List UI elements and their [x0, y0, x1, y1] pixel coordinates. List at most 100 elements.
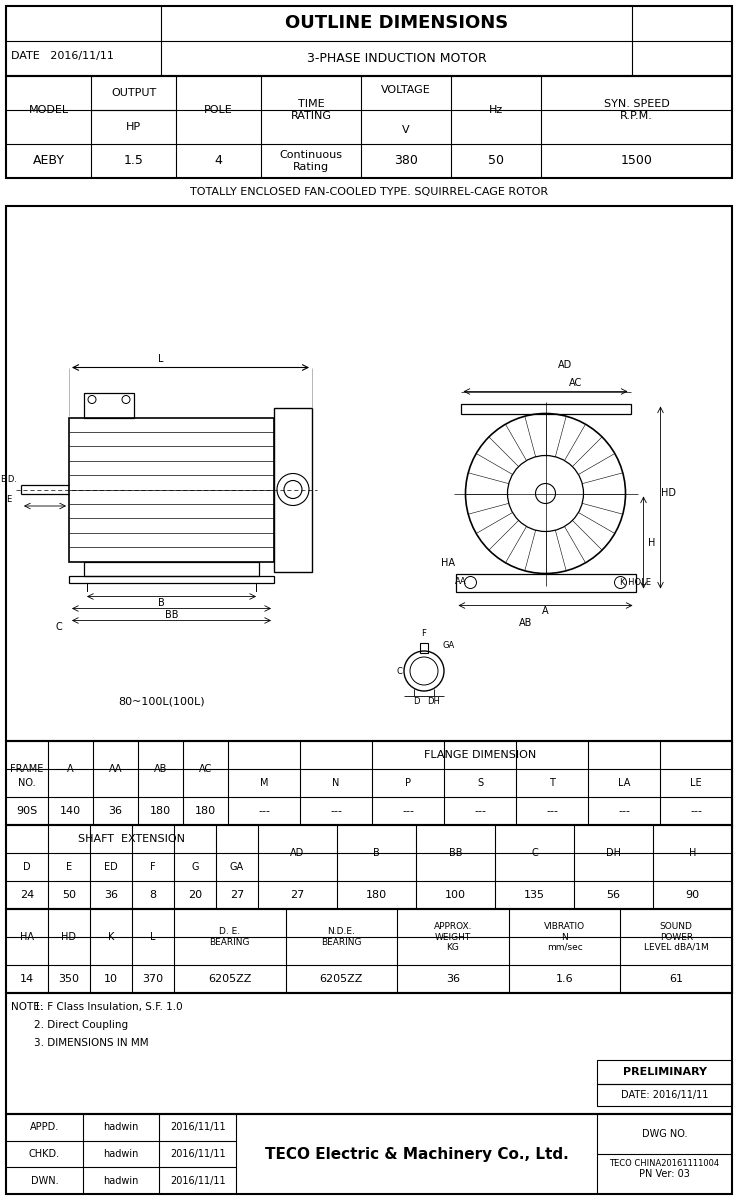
Text: 14: 14	[20, 974, 34, 984]
Text: 380: 380	[394, 155, 418, 168]
Text: Hz: Hz	[489, 104, 503, 115]
Text: TOTALLY ENCLOSED FAN-COOLED TYPE. SQUIRREL-CAGE ROTOR: TOTALLY ENCLOSED FAN-COOLED TYPE. SQUIRR…	[190, 187, 548, 197]
Text: 27: 27	[290, 890, 305, 900]
Text: B: B	[373, 848, 380, 858]
Text: hadwin: hadwin	[103, 1122, 139, 1133]
Bar	[597, 1060, 732, 1084]
Text: 20: 20	[188, 890, 202, 900]
Text: SHAFT  EXTENSION: SHAFT EXTENSION	[78, 834, 185, 844]
Text: 350: 350	[58, 974, 80, 984]
Text: 135: 135	[524, 890, 545, 900]
Text: K HOLE: K HOLE	[620, 578, 651, 587]
Text: A: A	[67, 764, 74, 774]
Text: Continuous
Rating: Continuous Rating	[280, 150, 342, 172]
Text: APPD.: APPD.	[30, 1122, 59, 1133]
Text: M: M	[260, 778, 268, 788]
Text: APPROX.
WEIGHT
KG: APPROX. WEIGHT KG	[434, 922, 472, 952]
Text: S: S	[477, 778, 483, 788]
Text: 27: 27	[230, 890, 244, 900]
Text: HA: HA	[20, 932, 34, 942]
Bar	[6, 1114, 732, 1194]
Text: 10: 10	[104, 974, 118, 984]
Text: V: V	[402, 125, 410, 134]
Text: H: H	[648, 538, 655, 547]
Bar	[69, 576, 274, 582]
Text: 6205ZZ: 6205ZZ	[320, 974, 363, 984]
Text: C: C	[55, 622, 63, 631]
Text: DWG NO.: DWG NO.	[642, 1129, 687, 1139]
Text: ---: ---	[474, 806, 486, 816]
Text: HD: HD	[661, 487, 676, 498]
Bar	[455, 574, 635, 592]
Text: G: G	[191, 862, 199, 872]
Text: NOTE:: NOTE:	[11, 1002, 44, 1012]
Text: ED: ED	[104, 862, 118, 872]
Text: 24: 24	[20, 890, 34, 900]
Text: D: D	[413, 696, 419, 706]
Bar	[6, 206, 732, 740]
Text: ---: ---	[618, 806, 630, 816]
Text: 56: 56	[607, 890, 621, 900]
Text: SYN. SPEED
R.P.M.: SYN. SPEED R.P.M.	[604, 100, 669, 121]
Text: ---: ---	[402, 806, 414, 816]
Text: A: A	[542, 606, 549, 617]
Text: TECO Electric & Machinery Co., Ltd.: TECO Electric & Machinery Co., Ltd.	[265, 1146, 568, 1162]
Text: FRAME: FRAME	[10, 764, 44, 774]
Text: E: E	[7, 494, 12, 504]
Text: 1.5: 1.5	[123, 155, 143, 168]
Text: 2. Direct Coupling: 2. Direct Coupling	[34, 1020, 128, 1030]
Text: L: L	[158, 354, 163, 365]
Text: 1.6: 1.6	[556, 974, 573, 984]
Text: 1500: 1500	[621, 155, 652, 168]
Text: C: C	[531, 848, 538, 858]
Text: 36: 36	[108, 806, 123, 816]
Text: E.D.: E.D.	[1, 474, 18, 484]
Text: DH: DH	[427, 696, 441, 706]
Text: 1. F Class Insulation, S.F. 1.0: 1. F Class Insulation, S.F. 1.0	[34, 1002, 182, 1012]
Bar	[597, 1084, 732, 1106]
Text: 50: 50	[488, 155, 504, 168]
Text: 80~100L(100L): 80~100L(100L)	[118, 696, 205, 706]
Text: DATE: 2016/11/11: DATE: 2016/11/11	[621, 1090, 708, 1100]
Text: 50: 50	[62, 890, 76, 900]
Text: T: T	[549, 778, 555, 788]
Text: 3. DIMENSIONS IN MM: 3. DIMENSIONS IN MM	[34, 1038, 148, 1048]
Bar	[84, 562, 259, 576]
Text: DWN.: DWN.	[30, 1176, 58, 1186]
Bar	[84, 392, 134, 418]
Text: HP: HP	[126, 122, 141, 132]
Text: AC: AC	[199, 764, 212, 774]
Text: 6205ZZ: 6205ZZ	[208, 974, 252, 984]
Text: TIME
RATING: TIME RATING	[291, 100, 331, 121]
Text: AA: AA	[108, 764, 123, 774]
Text: D: D	[23, 862, 31, 872]
Text: L: L	[151, 932, 156, 942]
Text: 2016/11/11: 2016/11/11	[170, 1176, 226, 1186]
Text: NO.: NO.	[18, 778, 36, 788]
Text: OUTLINE DIMENSIONS: OUTLINE DIMENSIONS	[285, 14, 508, 32]
Text: 140: 140	[60, 806, 81, 816]
Bar	[6, 826, 732, 910]
Text: LE: LE	[690, 778, 702, 788]
Text: AB: AB	[519, 618, 532, 629]
Text: VIBRATIO
N
mm/sec: VIBRATIO N mm/sec	[544, 922, 585, 952]
Bar	[6, 76, 732, 178]
Text: HA: HA	[441, 558, 455, 569]
Text: HD: HD	[61, 932, 77, 942]
Text: GA: GA	[230, 862, 244, 872]
Text: TECO CHINA20161111004: TECO CHINA20161111004	[610, 1158, 720, 1168]
Text: FLANGE DIMENSION: FLANGE DIMENSION	[424, 750, 536, 760]
Text: 100: 100	[445, 890, 466, 900]
Text: AA: AA	[455, 577, 466, 586]
Text: BB: BB	[165, 610, 179, 619]
Text: AD: AD	[290, 848, 305, 858]
Text: hadwin: hadwin	[103, 1150, 139, 1159]
Text: 180: 180	[366, 890, 387, 900]
Text: D. E.
BEARING: D. E. BEARING	[210, 928, 250, 947]
Text: hadwin: hadwin	[103, 1176, 139, 1186]
Bar	[274, 408, 312, 571]
Text: ---: ---	[690, 806, 702, 816]
Bar	[6, 994, 732, 1114]
Text: F: F	[151, 862, 156, 872]
Bar	[69, 418, 274, 562]
